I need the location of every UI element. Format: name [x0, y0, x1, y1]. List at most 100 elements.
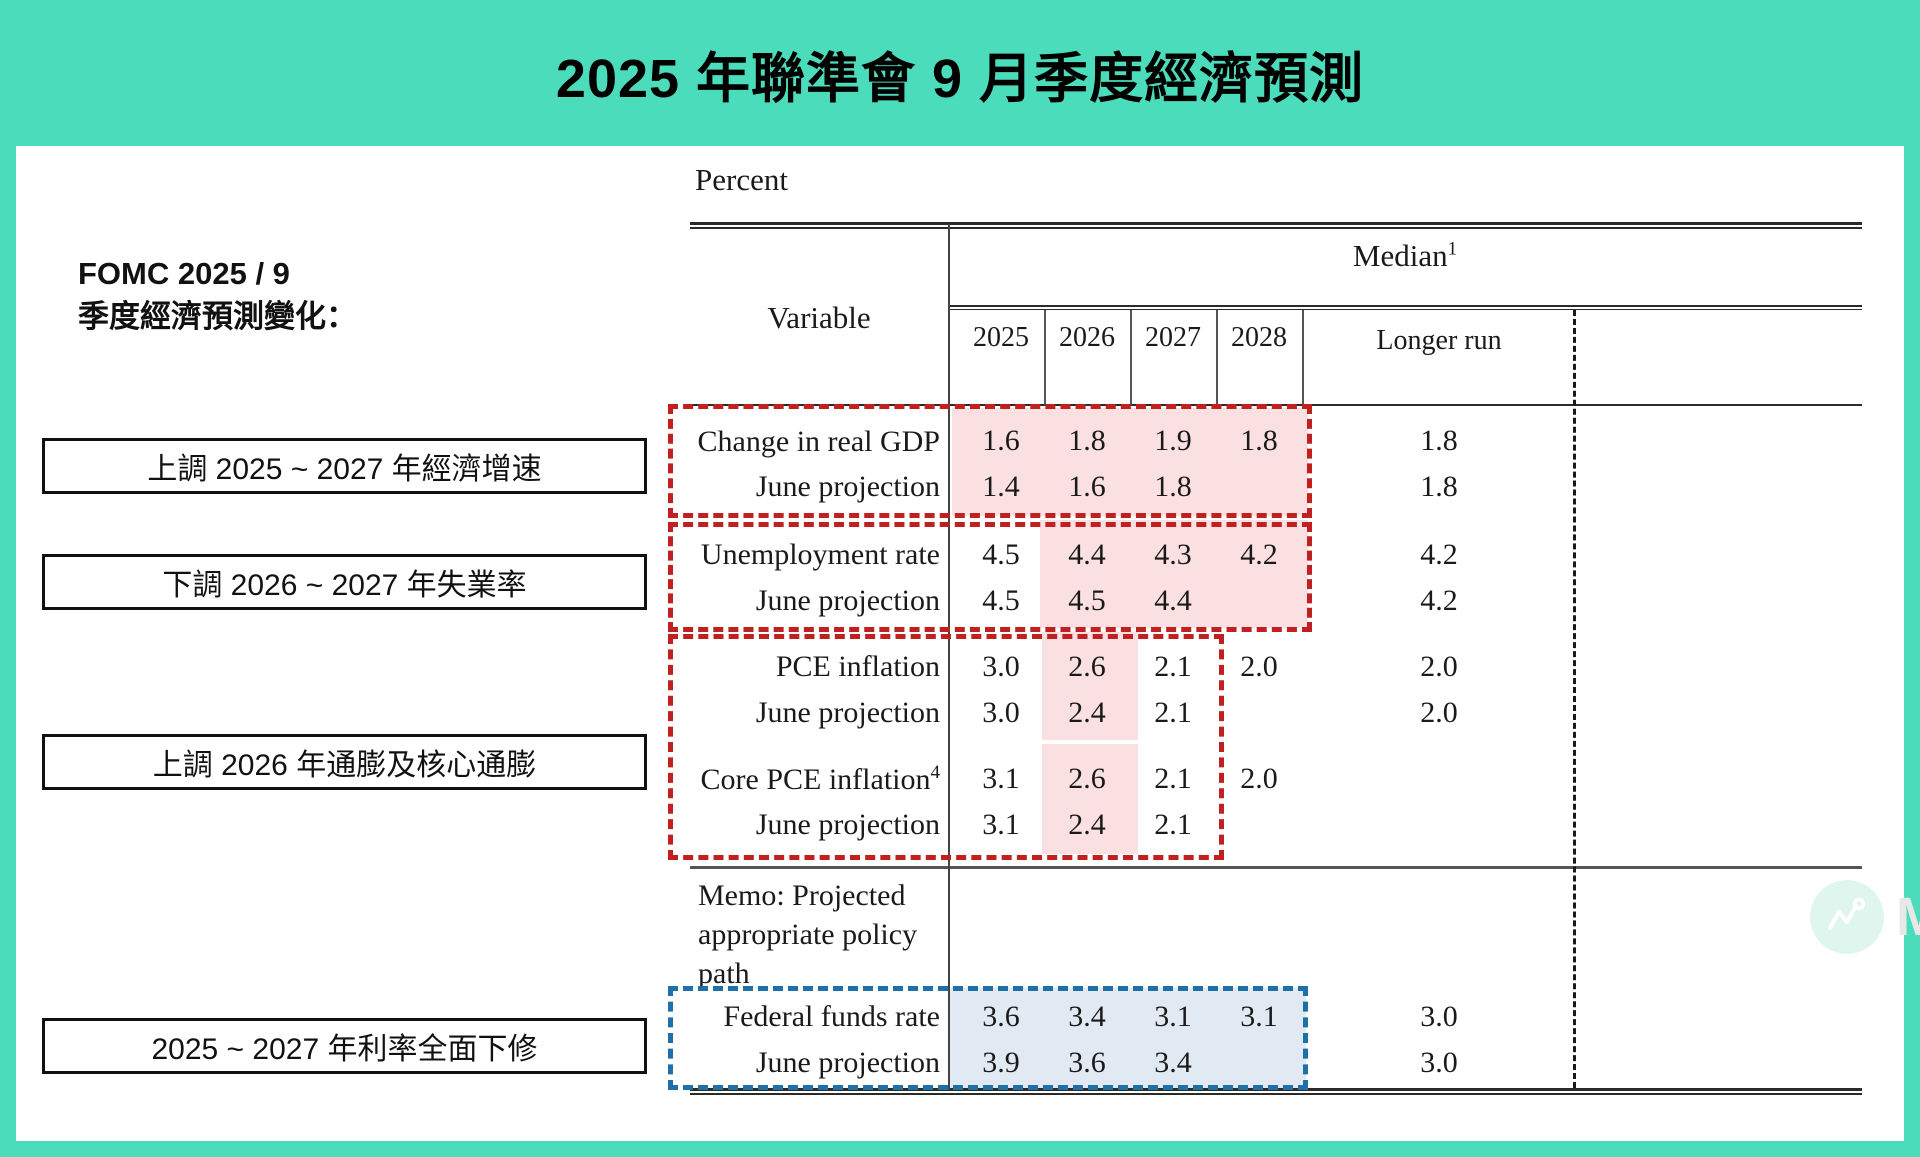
- table-cell: 1.8: [1154, 470, 1192, 503]
- content-card: [16, 146, 1904, 1141]
- projections-table: Percent MacroMicro Median1 Variable 2025…: [668, 0, 1920, 1095]
- year-divider-2025-2026: [1044, 310, 1046, 405]
- table-cell: 4.4: [1154, 584, 1192, 617]
- table-cell: 2.6: [1068, 650, 1106, 683]
- note-box-rates: 2025 ~ 2027 年利率全面下修: [42, 1018, 647, 1074]
- row-label-text: Federal funds rate: [723, 1000, 940, 1033]
- table-cell: 3.9: [982, 1046, 1020, 1079]
- median-rule-2: [948, 309, 1862, 310]
- table-rule-top-2: [690, 227, 1862, 229]
- table-cell: 1.8: [1420, 470, 1458, 503]
- highlight-gdp: [952, 408, 1308, 516]
- highlight-unemployment: [1040, 520, 1308, 628]
- table-row-label: June projection: [690, 1046, 940, 1080]
- column-header-2027: 2027: [1145, 322, 1201, 353]
- table-cell: 2.0: [1240, 762, 1278, 795]
- table-cell: 2.4: [1068, 696, 1106, 729]
- year-divider-2027-2028: [1216, 310, 1218, 405]
- table-cell: 2.4: [1068, 808, 1106, 841]
- table-row-label: Unemployment rate: [690, 538, 940, 572]
- row-label-text: June projection: [755, 470, 940, 503]
- median-header: Median1: [948, 238, 1862, 274]
- column-header-2026: 2026: [1059, 322, 1115, 353]
- table-cell: 2.0: [1240, 650, 1278, 683]
- callout-unemployment: [668, 522, 1312, 632]
- note-box-inflation-label: 上調 2026 年通膨及核心通膨: [152, 749, 537, 782]
- median-header-label: Median: [1352, 238, 1448, 273]
- table-cell: 4.5: [1068, 584, 1106, 617]
- column-header-2028: 2028: [1231, 322, 1287, 353]
- row-label-text: Core PCE inflation: [700, 763, 931, 796]
- year-divider-2026-2027: [1130, 310, 1132, 405]
- table-cell: 1.8: [1240, 424, 1278, 457]
- row-label-text: June projection: [755, 584, 940, 617]
- year-divider-2028-longer: [1302, 310, 1304, 405]
- table-cell: 2.1: [1154, 762, 1192, 795]
- variable-column-divider: [948, 224, 950, 1090]
- table-cell: 4.5: [982, 584, 1020, 617]
- memo-label: Memo: Projected appropriate policy path: [698, 879, 918, 990]
- table-cell: 3.6: [982, 1000, 1020, 1033]
- table-cell: 4.2: [1420, 538, 1458, 571]
- table-rule-top: [690, 222, 1862, 225]
- page-title: 2025 年聯準會 9 月季度經濟預測: [555, 48, 1365, 109]
- table-row-label: Change in real GDP: [690, 424, 940, 459]
- table-cell: 2.0: [1420, 696, 1458, 729]
- median-footnote-marker: 1: [1447, 238, 1458, 260]
- median-rule: [948, 305, 1862, 307]
- table-row-label: Core PCE inflation4: [690, 762, 940, 797]
- table-cell: 3.1: [982, 762, 1020, 795]
- table-cell: 4.2: [1420, 584, 1458, 617]
- highlight-federal-funds: [948, 988, 1306, 1088]
- table-cell: 4.5: [982, 538, 1020, 571]
- macromicro-logo-icon: [1810, 880, 1884, 954]
- callout-inflation: [668, 634, 1224, 860]
- table-cell: 4.3: [1154, 538, 1192, 571]
- table-row-label: June projection: [690, 584, 940, 618]
- note-box-gdp: 上調 2025 ~ 2027 年經濟增速: [42, 438, 647, 494]
- table-cell: 3.1: [982, 808, 1020, 841]
- note-box-unemployment: 下調 2026 ~ 2027 年失業率: [42, 554, 647, 610]
- unit-label: Percent: [695, 162, 788, 197]
- column-header-2025: 2025: [973, 322, 1029, 353]
- table-rule-bottom-2: [690, 1093, 1862, 1095]
- table-cell: 1.8: [1420, 424, 1458, 457]
- table-cell: 1.9: [1154, 424, 1192, 457]
- memo-top-rule: [690, 866, 1862, 869]
- callout-federal-funds: [668, 986, 1308, 1090]
- highlight-core-pce: [1042, 744, 1138, 854]
- row-label-text: PCE inflation: [775, 650, 940, 683]
- table-row-label: Federal funds rate: [690, 1000, 940, 1034]
- table-cell: 2.0: [1420, 650, 1458, 683]
- table-cell: 1.6: [982, 424, 1020, 457]
- watermark-text: MacroMicro: [1896, 887, 1920, 947]
- row-footnote: 4: [930, 762, 941, 783]
- note-box-unemployment-label: 下調 2026 ~ 2027 年失業率: [162, 569, 527, 602]
- highlight-pce: [1042, 632, 1138, 740]
- table-cell: 3.4: [1154, 1046, 1192, 1079]
- row-label-text: June projection: [755, 1046, 940, 1079]
- left-panel-heading: FOMC 2025 / 9 季度經濟預測變化：: [78, 256, 357, 334]
- table-cell: 3.1: [1154, 1000, 1192, 1033]
- table-cell: 3.4: [1068, 1000, 1106, 1033]
- table-row-label: June projection: [690, 470, 940, 504]
- table-cell: 3.0: [1420, 1000, 1458, 1033]
- row-label-text: Change in real GDP: [697, 425, 940, 458]
- note-box-gdp-label: 上調 2025 ~ 2027 年經濟增速: [147, 453, 542, 486]
- variable-header: Variable: [767, 300, 871, 335]
- table-row-label: June projection: [690, 696, 940, 730]
- watermark: MacroMicro: [1810, 880, 1920, 954]
- table-cell: 1.8: [1068, 424, 1106, 457]
- table-cell: 3.0: [982, 696, 1020, 729]
- note-box-rates-label: 2025 ~ 2027 年利率全面下修: [151, 1033, 538, 1066]
- table-cell: 3.0: [982, 650, 1020, 683]
- table-cell: 2.1: [1154, 650, 1192, 683]
- table-cell: 3.0: [1420, 1046, 1458, 1079]
- table-cell: 4.2: [1240, 538, 1278, 571]
- table-row-label: PCE inflation: [690, 650, 940, 684]
- table-cell: 2.1: [1154, 696, 1192, 729]
- callout-gdp: [668, 404, 1312, 518]
- row-label-text: June projection: [755, 696, 940, 729]
- note-box-inflation: 上調 2026 年通膨及核心通膨: [42, 734, 647, 790]
- table-cell: 1.6: [1068, 470, 1106, 503]
